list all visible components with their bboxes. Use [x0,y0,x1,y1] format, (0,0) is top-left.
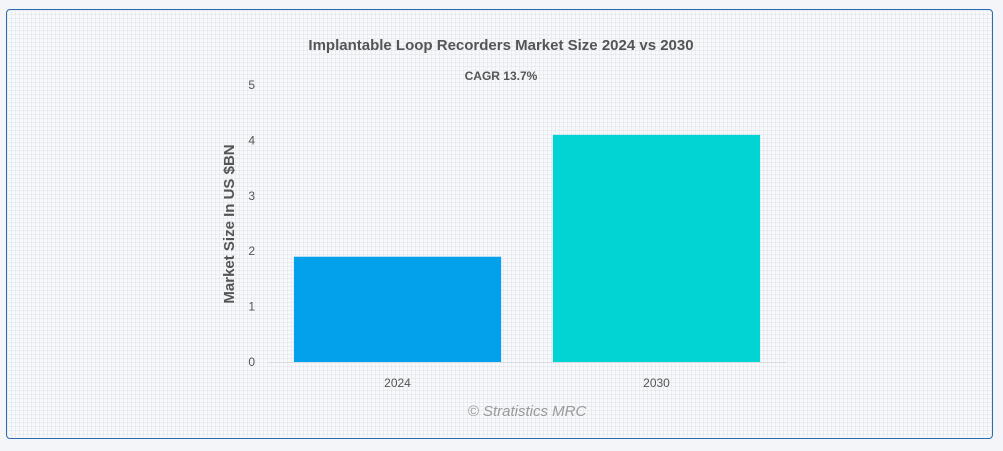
y-tick-label: 0 [248,355,255,369]
x-axis-ticks: 2024 2030 [384,376,670,390]
y-tick-label: 3 [248,189,255,203]
bars [293,134,761,362]
y-tick-label: 2 [248,244,255,258]
y-tick-label: 4 [248,133,255,147]
y-tick-label: 1 [248,300,255,314]
x-tick-label: 2024 [384,376,411,390]
x-tick-label: 2030 [643,376,670,390]
y-axis-label: Market Size In US $BN [221,144,238,303]
bar-2024[interactable] [293,256,502,362]
y-tick-label: 5 [248,78,255,92]
bar-2030[interactable] [552,134,761,362]
chart-title: Implantable Loop Recorders Market Size 2… [308,37,693,54]
chart-card [6,9,993,439]
chart-subtitle: CAGR 13.7% [465,69,538,83]
credit-text: © Stratistics MRC [468,403,587,420]
y-axis-ticks: 0 1 2 3 4 5 [248,78,255,369]
